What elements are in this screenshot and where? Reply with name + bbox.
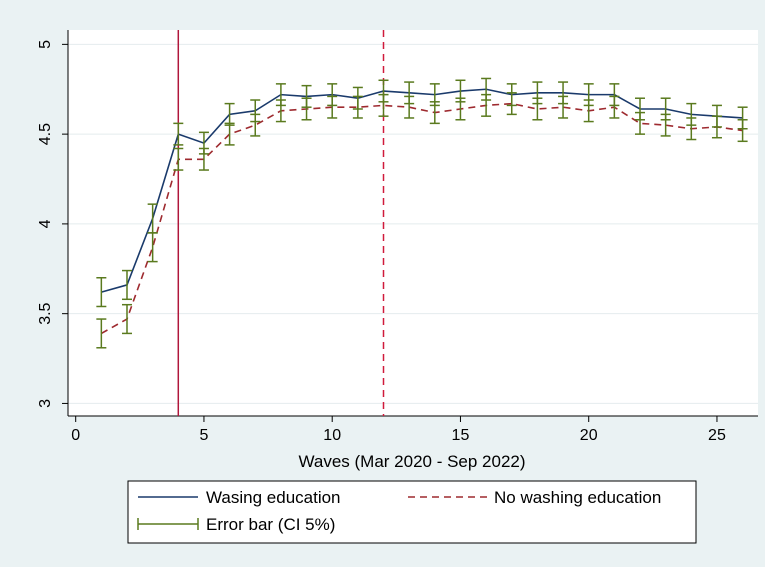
error-bar [250,113,261,137]
plot-background [68,30,758,416]
error-bar [429,101,440,125]
x-tick-label: 25 [708,427,726,444]
error-bar [455,97,466,121]
error-bar [737,119,748,143]
y-tick-label: 5 [37,40,54,49]
x-axis-title: Waves (Mar 2020 - Sep 2022) [298,452,525,471]
legend-label-washing-education: Wasing education [206,488,341,507]
y-tick-label: 4.5 [37,123,54,145]
x-tick-label: 10 [323,427,341,444]
error-bar [583,99,594,123]
error-bar [224,122,235,146]
legend-label-no-washing-education: No washing education [494,488,661,507]
x-tick-label: 5 [199,427,208,444]
error-bar [121,269,132,301]
x-tick-label: 15 [452,427,470,444]
x-tick-label: 0 [71,427,80,444]
error-bar [635,111,646,135]
error-bar [147,232,158,263]
series-line-no-washing-education [100,102,743,335]
error-bar [558,95,569,119]
error-bar [96,277,107,308]
error-bar [352,95,363,119]
legend-box [127,480,697,544]
error-bar [532,97,543,121]
error-bar [327,95,338,119]
x-tick-label: 20 [580,427,598,444]
error-bar [481,93,492,117]
error-bar [378,93,389,117]
error-bar [506,92,517,116]
y-tick-label: 3 [37,399,54,408]
error-bar [96,318,107,349]
error-bar [660,113,671,137]
y-tick-label: 4 [37,219,54,228]
plot-area: 3 3.5 4 4.5 5 0 5 10 15 20 25 [37,30,758,444]
error-bar [198,147,209,171]
error-bar [609,95,620,119]
error-bar [404,95,415,119]
error-bar [711,115,722,139]
series-line-washing-education [101,88,743,293]
error-bar [173,147,184,171]
error-bar [301,97,312,121]
error-bar [275,99,286,123]
error-bar [121,303,132,335]
error-bar [173,122,184,146]
legend: Wasing education No washing education Erro… [127,480,697,544]
y-tick-label: 3.5 [37,302,54,324]
error-bar [686,117,697,141]
legend-label-error-bar: Error bar (CI 5%) [206,515,335,534]
